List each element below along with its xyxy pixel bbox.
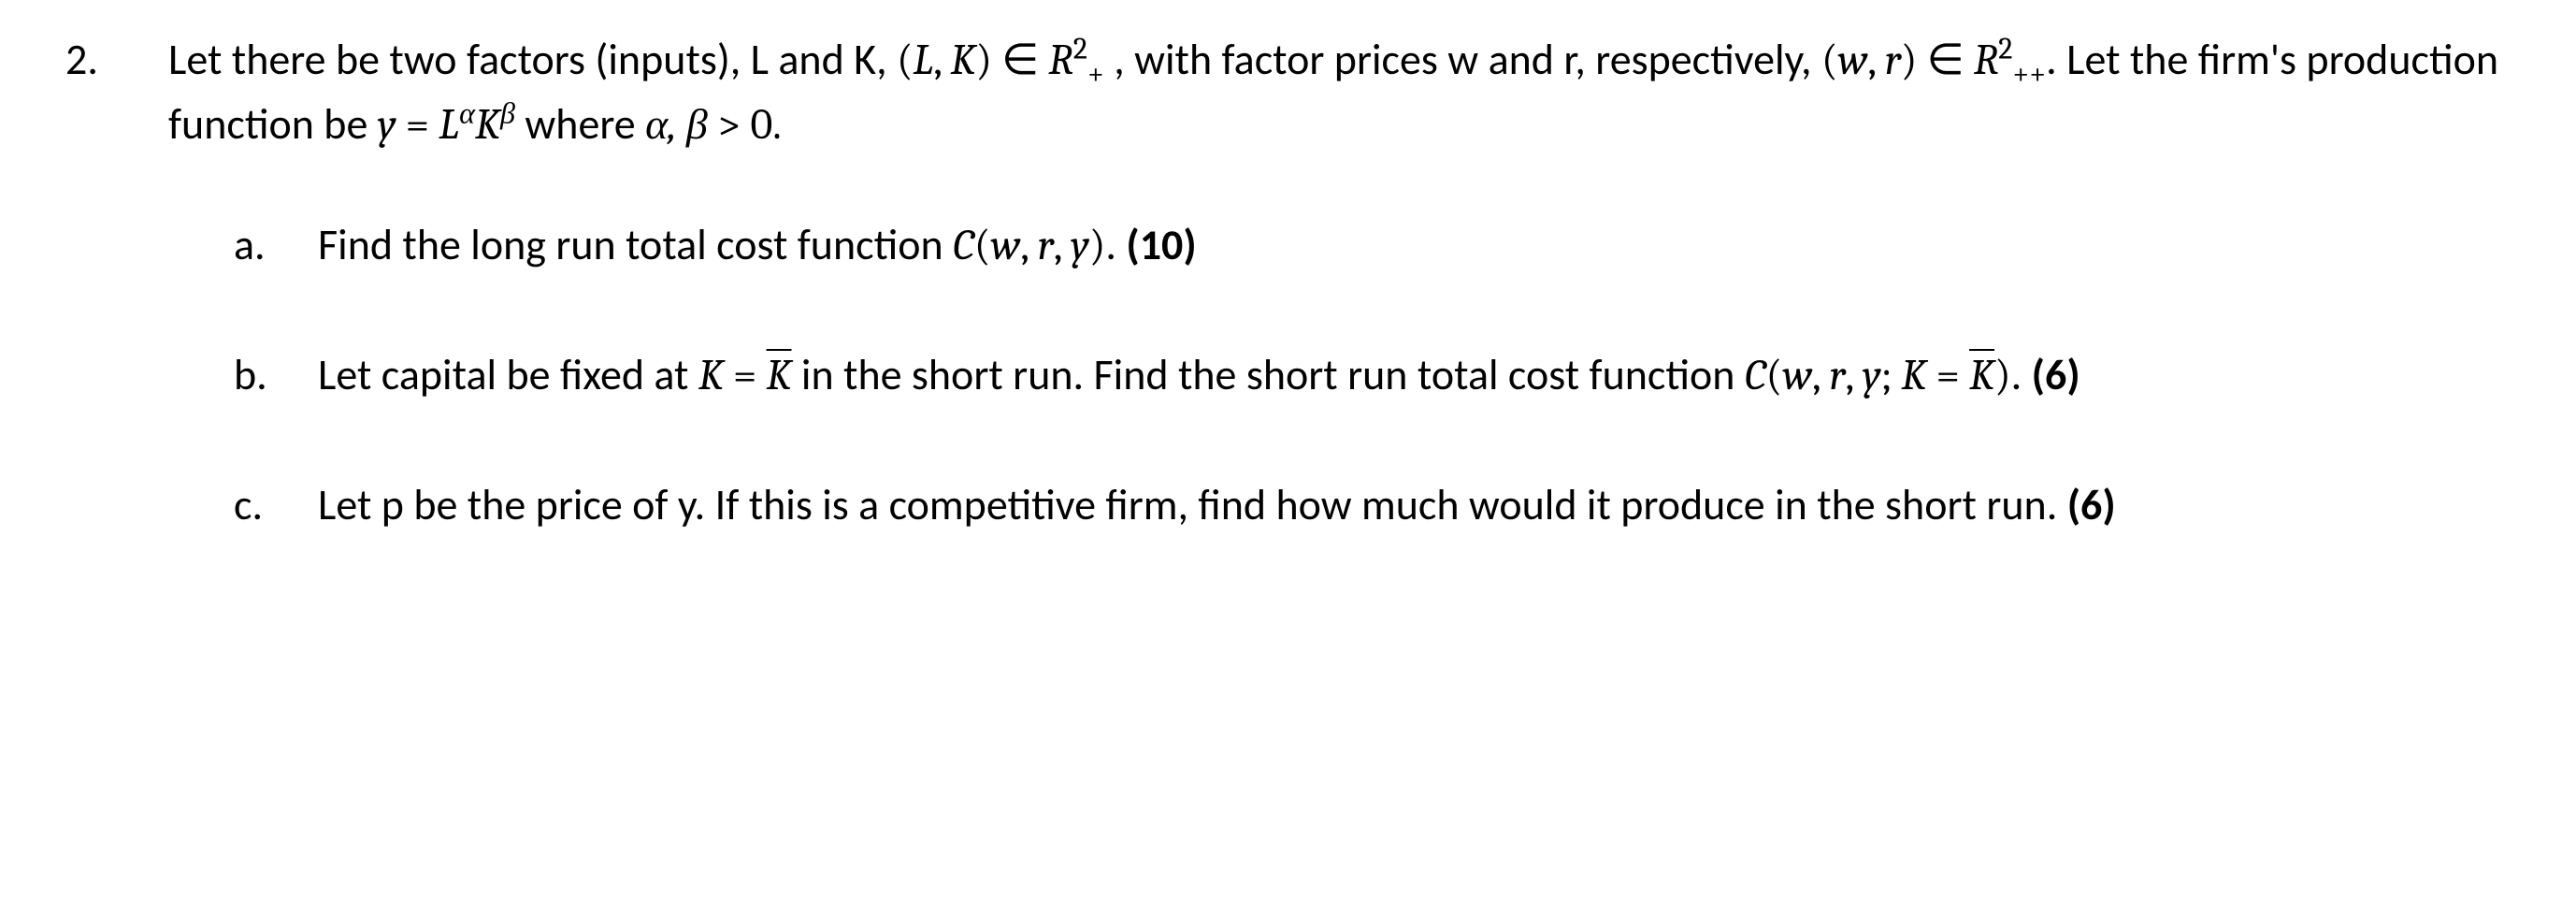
func-open: ( [974,221,991,270]
math-R: R [1048,36,1072,85]
question-page: 2. Let there be two factors (inputs), L … [0,0,2576,914]
subparts-list: a. Find the long run total cost function… [168,213,2520,538]
math-in-2: ∈ [1918,36,1974,85]
math-w: w [1838,36,1868,85]
math-paren-open: ( [897,36,914,85]
intro-text-1: Let there be two factors (inputs), L and… [168,34,897,86]
func-close: ) [1994,351,2011,400]
subpart-label: b. [234,343,318,408]
math-R2-sup: 2 [1998,33,2012,67]
eq-K: K [698,351,724,400]
subpart-body: Let capital be fixed at K = K in the sho… [318,343,2520,408]
subpart-body: Let p be the price of y. If this is a co… [318,473,2520,538]
math-comma-2: , [1867,36,1884,85]
math-K: K [951,36,976,85]
intro-where: where [515,98,645,151]
subpart-text-3: . [2011,349,2032,401]
subpart-b: b. Let capital be fixed at K = K in the … [234,343,2520,408]
subpart-c: c. Let p be the price of y. If this is a… [234,473,2520,538]
math-in: ∈ [992,36,1048,85]
math-R-sup: 2 [1073,33,1087,67]
subpart-a: a. Find the long run total cost function… [234,213,2520,278]
math-alpha: α [459,97,475,132]
func-r: r [1038,221,1054,270]
math-comma: , [933,36,950,85]
math-paren-open-2: ( [1821,36,1838,85]
math-Lpow: L [439,100,459,150]
intro-text-2: , with factor prices w and r, respective… [1104,34,1821,86]
func-Kbar: K [1969,351,1994,400]
func-c1: , [1020,221,1037,270]
func-w: w [990,221,1020,270]
func-r: r [1829,351,1845,400]
math-paren-close: ) [975,36,992,85]
func-close: ) [1089,221,1106,270]
func-y: y [1071,221,1089,270]
math-R-sub: + [1087,57,1104,92]
func-w: w [1782,351,1812,400]
math-R2-sub: ++ [2012,57,2046,92]
func-C: C [953,221,974,270]
eq-eq: = [724,351,767,400]
math-Kpow: K [475,100,500,150]
func-open: ( [1766,351,1783,400]
func-c2: , [1846,351,1863,400]
points-badge: (6) [2067,479,2116,531]
eq-Kbar: K [767,351,792,400]
subpart-text: Let p be the price of y. If this is a co… [318,479,2067,531]
math-R2: R [1974,36,1998,85]
math-gt: > [708,100,751,150]
math-beta: β [500,97,515,132]
func-K: K [1901,351,1926,400]
math-r: r [1885,36,1901,85]
func-C: C [1745,351,1766,400]
subpart-label: a. [234,213,318,278]
math-paren-close-2: ) [1901,36,1918,85]
func-c1: , [1812,351,1829,400]
subpart-text-2: in the short run. Find the short run tot… [792,349,1745,401]
points-badge: (10) [1126,219,1196,271]
subpart-text: Let capital be fixed at [318,349,698,401]
points-badge: (6) [2032,349,2080,401]
func-semi: ; [1881,351,1902,400]
question-body: Let there be two factors (inputs), L and… [168,28,2520,538]
subpart-text: Find the long run total cost function [318,219,953,271]
math-eq: = [396,100,439,150]
subpart-label: c. [234,473,318,538]
math-zero: 0. [750,100,781,150]
question-number: 2. [37,28,168,93]
math-y: y [378,100,396,150]
math-L: L [914,36,934,85]
subpart-body: Find the long run total cost function C(… [318,213,2520,278]
func-c2: , [1054,221,1071,270]
func-y: y [1863,351,1881,400]
func-eq: = [1926,351,1969,400]
math-ab: α, β [645,100,708,150]
question-row: 2. Let there be two factors (inputs), L … [37,28,2520,538]
subpart-text-2: . [1105,219,1126,271]
